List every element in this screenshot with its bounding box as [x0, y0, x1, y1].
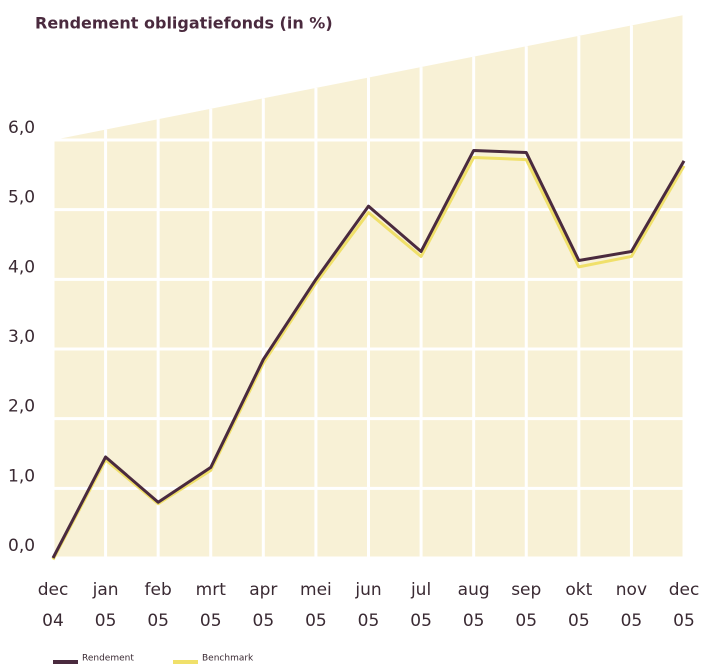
- series-line: [51, 148, 686, 559]
- x-tick-label: 05: [568, 611, 590, 631]
- x-tick-label: mei: [300, 580, 332, 600]
- x-tick-label: aug: [458, 580, 490, 600]
- x-tick-label: sep: [511, 580, 541, 600]
- x-tick-label: 05: [200, 611, 222, 631]
- x-tick-label: feb: [145, 580, 172, 600]
- x-tick-label: mrt: [196, 580, 227, 600]
- x-tick-label: 05: [410, 611, 432, 631]
- legend-swatch: [53, 660, 78, 664]
- x-tick-label: 05: [305, 611, 327, 631]
- x-tick-label: nov: [616, 580, 647, 600]
- x-tick-label: 05: [673, 611, 695, 631]
- y-tick-label: 6,0: [8, 118, 35, 138]
- x-tick-label: jul: [410, 580, 431, 600]
- y-tick-label: 5,0: [8, 188, 35, 208]
- x-tick-label: 05: [515, 611, 537, 631]
- x-tick-label: jun: [354, 580, 381, 600]
- x-tick-label: apr: [249, 580, 277, 600]
- y-tick-label: 4,0: [8, 257, 35, 277]
- x-tick-label: dec: [669, 580, 700, 600]
- legend-label: Benchmark: [202, 654, 254, 664]
- x-tick-label: 04: [42, 611, 64, 631]
- x-tick-label: 05: [147, 611, 169, 631]
- x-tick-label: dec: [38, 580, 69, 600]
- x-tick-label: 05: [358, 611, 380, 631]
- x-tick-label: 05: [463, 611, 485, 631]
- x-tick-label: 05: [253, 611, 275, 631]
- x-tick-label: jan: [92, 580, 119, 600]
- legend-label: Rendement: [82, 654, 134, 664]
- x-tick-label: 05: [95, 611, 117, 631]
- legend-swatch: [173, 660, 198, 664]
- chart-title: Rendement obligatiefonds (in %): [35, 14, 333, 33]
- y-tick-label: 1,0: [8, 466, 35, 486]
- y-tick-label: 0,0: [8, 536, 35, 556]
- x-tick-label: okt: [565, 580, 592, 600]
- y-tick-label: 2,0: [8, 397, 35, 417]
- x-tick-label: 05: [621, 611, 643, 631]
- y-tick-label: 3,0: [8, 327, 35, 347]
